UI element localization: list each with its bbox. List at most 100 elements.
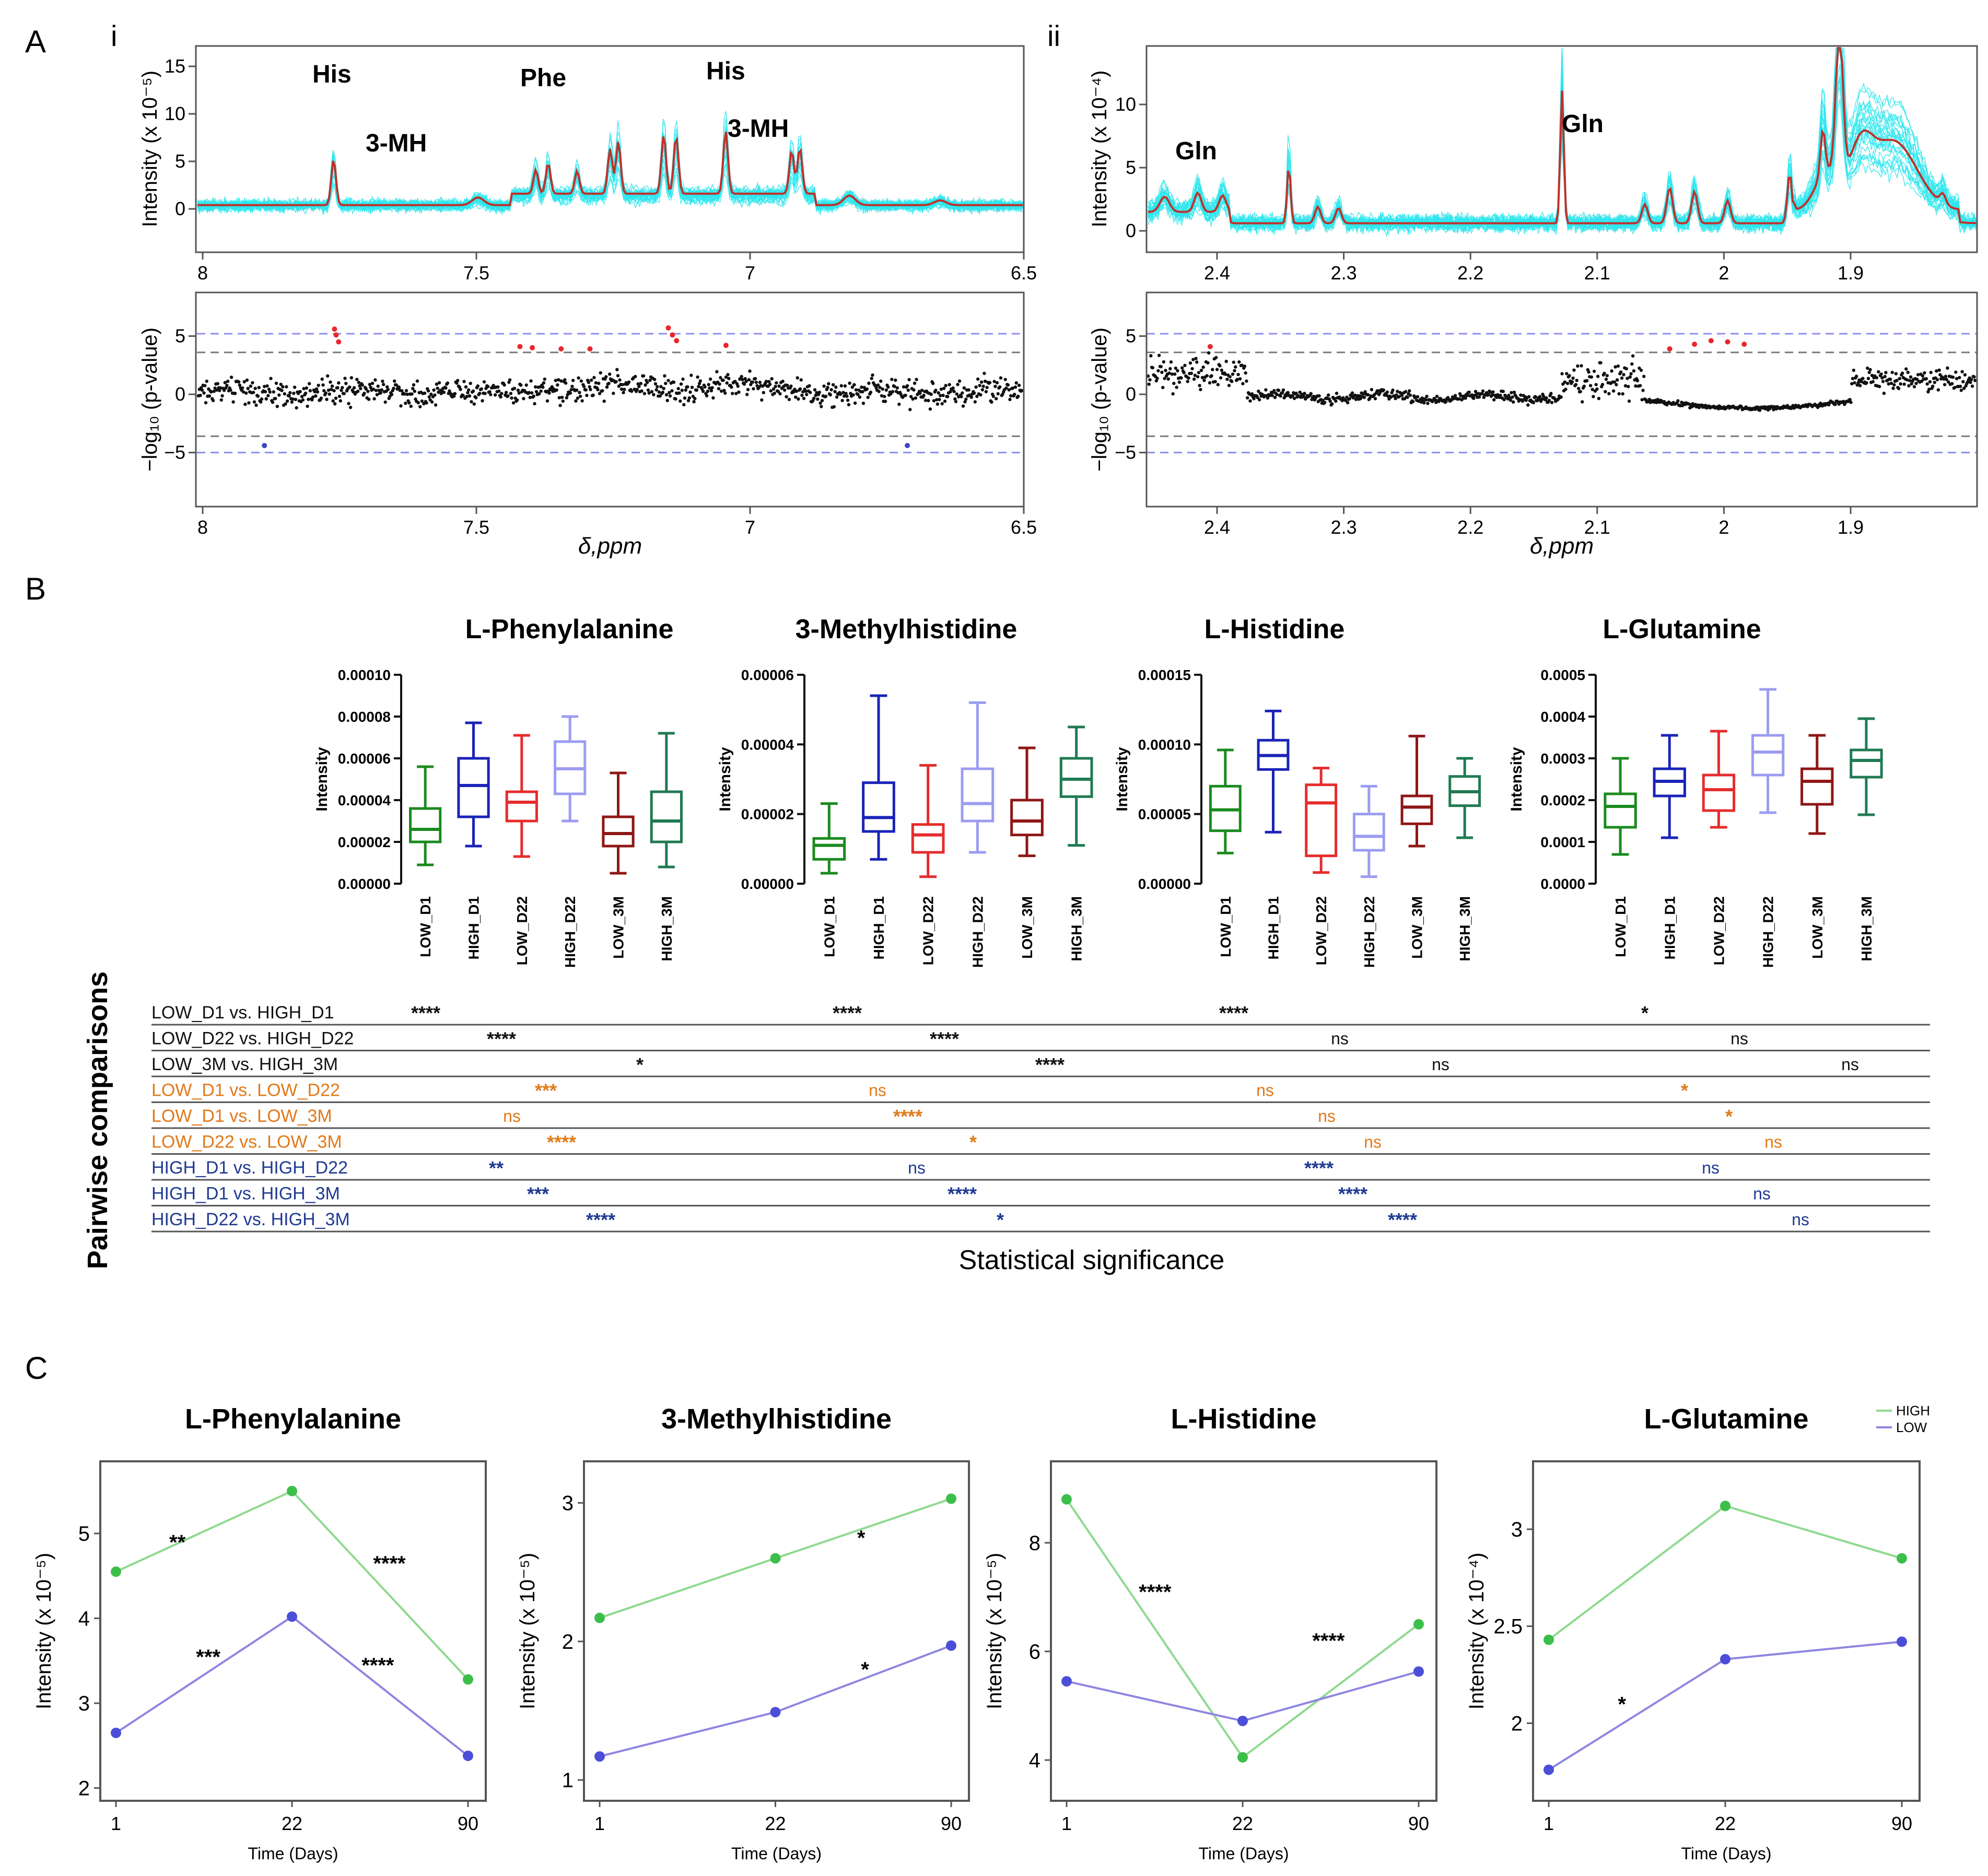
pvalue-point <box>434 403 438 407</box>
pvalue-point <box>839 384 844 388</box>
pvalue-point <box>1420 396 1424 400</box>
y-axis-label: Intensity (x 10⁻⁵) <box>32 1553 55 1709</box>
significance-mark: **** <box>1219 1002 1248 1024</box>
pvalue-point <box>241 386 244 390</box>
significant-point <box>670 332 675 338</box>
pvalue-point <box>1542 395 1546 398</box>
pvalue-point <box>1519 393 1523 397</box>
pvalue-point <box>1348 397 1351 401</box>
pvalue-point <box>1892 383 1896 387</box>
pvalue-point <box>576 396 580 400</box>
box-chart-3: L-Histidine 0.00015 0.00010 0.00005 0.00000 I… <box>1114 614 1481 968</box>
y-axis-label: Intensity (x 10⁻⁵) <box>983 1553 1006 1709</box>
pvalue-point <box>469 381 472 385</box>
pvalue-point <box>359 386 362 391</box>
pvalue-point <box>555 388 558 392</box>
series-point-high <box>770 1553 781 1564</box>
pvalue-point <box>1366 393 1370 396</box>
significant-point <box>333 332 339 338</box>
pvalue-point <box>1951 376 1955 379</box>
pvalue-point <box>911 397 915 401</box>
pvalue-point <box>822 384 826 388</box>
pvalue-point <box>364 387 368 391</box>
pvalue-point <box>1868 368 1872 371</box>
pvalue-point <box>1170 372 1174 376</box>
pvalue-point <box>1183 364 1187 367</box>
pvalue-point <box>693 396 697 401</box>
pvalue-point <box>409 404 413 408</box>
y-tick-label: 3 <box>78 1692 90 1715</box>
box-low-3m: LOW_3M <box>1800 734 1834 959</box>
group-label: LOW_D1 <box>1218 896 1234 957</box>
box-high-3m: HIGH_3M <box>1448 757 1481 961</box>
pvalue-point <box>1526 403 1530 407</box>
pvalue-point <box>1592 395 1595 398</box>
pvalue-point <box>1627 384 1630 389</box>
significant-point <box>1725 339 1730 345</box>
pvalue-point <box>1200 376 1205 379</box>
y-tick-label: 0.00006 <box>741 667 794 683</box>
y-tick-label: 0.00004 <box>741 736 794 753</box>
pvalue-point <box>1929 371 1933 374</box>
pvalue-point <box>668 394 672 398</box>
pvalue-point <box>722 389 726 392</box>
peak-label-3mh-1: 3-MH <box>366 130 427 157</box>
pvalue-point <box>1218 364 1222 368</box>
pvalue-point <box>1856 381 1860 385</box>
pvalue-point <box>981 384 985 388</box>
pvalue-point <box>886 385 890 389</box>
pvalue-point <box>1881 380 1885 383</box>
pvalue-point <box>647 391 651 395</box>
pvalue-point <box>1527 395 1531 398</box>
pvalue-point <box>878 385 882 390</box>
significance-mark: ns <box>869 1081 886 1100</box>
group-label: HIGH_D1 <box>1266 896 1282 959</box>
pvalue-point <box>422 402 426 406</box>
box-iqr <box>650 790 683 843</box>
pvalue-point <box>1294 391 1298 395</box>
pvalue-point <box>1245 379 1248 383</box>
pvalue-point <box>266 394 270 397</box>
y-tick-label: −5 <box>1115 442 1136 463</box>
pvalue-point <box>386 388 390 391</box>
pvalue-point <box>1480 392 1484 396</box>
y-tick-label: 5 <box>1126 325 1136 347</box>
pvalue-point <box>1159 365 1163 369</box>
pvalue-point <box>263 384 266 389</box>
line-chart-title: 3-Methylhistidine <box>661 1403 892 1435</box>
pvalue-point <box>223 381 227 384</box>
y-tick-label: 4 <box>78 1608 90 1631</box>
group-label: HIGH_D22 <box>1361 896 1377 968</box>
pvalue-point <box>607 382 611 385</box>
pvalue-points-ii <box>1146 333 1978 453</box>
pvalue-point <box>302 386 306 391</box>
pvalue-point <box>1309 392 1313 395</box>
pvalue-point <box>719 376 722 380</box>
pairwise-rows: LOW_D1 vs. HIGH_D1 **** **** **** *LOW_D22 v… <box>151 1002 1930 1233</box>
pvalue-point <box>1176 369 1179 372</box>
pvalue-point <box>979 380 984 384</box>
pvalue-point <box>584 388 588 392</box>
legend-low-label: LOW <box>1896 1420 1927 1435</box>
pvalue-point <box>946 395 950 398</box>
pvalue-point <box>285 385 288 389</box>
pvalue-point <box>508 378 512 382</box>
pvalue-point <box>1378 391 1382 395</box>
series-point-high <box>111 1566 121 1577</box>
pvalue-point <box>376 384 380 388</box>
pvalue-point <box>1358 394 1362 398</box>
pvalue-point <box>883 400 887 403</box>
pvalue-point <box>229 376 233 379</box>
pvalue-point <box>411 386 415 391</box>
pvalue-point <box>612 391 615 395</box>
legend-high-label: HIGH <box>1896 1403 1930 1418</box>
pvalue-point <box>680 389 684 392</box>
pvalue-point <box>279 382 283 386</box>
pvalue-point <box>1627 399 1631 403</box>
pvalue-point <box>303 391 308 395</box>
pvalue-point <box>753 377 757 381</box>
pvalue-point <box>1408 389 1411 393</box>
group-label: HIGH_3M <box>1069 896 1085 961</box>
series-line-high <box>1548 1505 1902 1641</box>
pvalue-point <box>985 385 989 390</box>
